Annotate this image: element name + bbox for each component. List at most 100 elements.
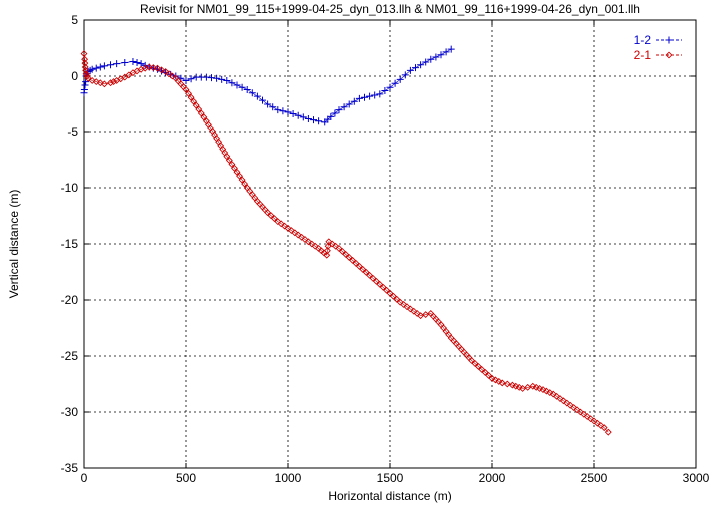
data-point xyxy=(264,209,272,217)
data-point xyxy=(218,75,226,83)
data-point xyxy=(566,401,574,409)
data-point xyxy=(185,89,192,97)
data-point xyxy=(182,86,190,93)
data-point xyxy=(583,413,591,420)
data-point xyxy=(447,45,455,53)
data-point xyxy=(539,386,547,394)
data-point xyxy=(279,107,287,115)
data-point xyxy=(100,62,108,70)
data-point xyxy=(508,381,516,389)
data-point xyxy=(228,161,236,168)
data-point xyxy=(81,55,89,63)
data-point xyxy=(187,75,195,83)
data-point xyxy=(600,424,608,432)
data-point xyxy=(389,292,397,300)
data-point xyxy=(328,240,336,248)
data-point xyxy=(573,406,581,414)
data-point xyxy=(442,48,450,56)
data-point xyxy=(481,368,489,376)
y-tick-label: -10 xyxy=(61,181,79,195)
data-point xyxy=(529,382,537,390)
data-point xyxy=(233,81,241,89)
data-point xyxy=(327,112,335,120)
data-point xyxy=(187,93,195,101)
data-point xyxy=(417,61,425,69)
data-point xyxy=(113,60,121,68)
data-point xyxy=(82,66,90,74)
data-point xyxy=(376,90,384,98)
data-point xyxy=(315,117,323,125)
x-tick-label: 0 xyxy=(81,471,88,485)
data-point xyxy=(291,229,299,237)
data-point xyxy=(412,64,419,72)
legend: 1-22-1 xyxy=(634,33,682,62)
data-point xyxy=(223,153,231,161)
data-point xyxy=(253,92,261,100)
data-point xyxy=(498,379,506,387)
data-point xyxy=(563,399,571,407)
data-point xyxy=(342,251,350,258)
data-point xyxy=(149,64,157,72)
data-point xyxy=(391,79,399,87)
data-point xyxy=(474,363,482,370)
data-point xyxy=(129,57,137,65)
data-point xyxy=(121,73,129,81)
data-point xyxy=(241,180,249,188)
data-point xyxy=(267,212,275,220)
data-point xyxy=(478,366,486,373)
data-point xyxy=(371,91,379,99)
data-point xyxy=(350,97,358,105)
data-point xyxy=(532,383,540,391)
data-point xyxy=(96,79,104,87)
data-point xyxy=(81,81,89,89)
data-point xyxy=(228,79,236,87)
data-point xyxy=(536,385,544,392)
data-point xyxy=(298,233,306,241)
data-point xyxy=(361,93,368,101)
data-point xyxy=(332,242,340,250)
legend-label: 2-1 xyxy=(634,48,652,62)
data-point xyxy=(369,274,377,282)
x-tick-label: 3000 xyxy=(683,471,710,485)
data-point xyxy=(202,73,210,81)
data-point xyxy=(349,256,357,264)
data-point xyxy=(401,71,409,79)
data-point xyxy=(231,164,238,172)
data-point xyxy=(294,111,302,119)
data-point xyxy=(81,63,89,71)
data-point xyxy=(162,68,170,75)
data-point xyxy=(264,100,272,108)
legend-label: 1-2 xyxy=(634,33,652,47)
data-point xyxy=(437,51,445,59)
data-point xyxy=(366,271,374,279)
data-point xyxy=(83,72,91,80)
data-point xyxy=(294,231,302,239)
data-point xyxy=(208,74,215,82)
data-point xyxy=(485,371,493,379)
series-2-1 xyxy=(80,50,612,436)
data-point xyxy=(587,415,595,423)
data-point xyxy=(82,70,90,78)
y-tick-label: -35 xyxy=(61,461,79,475)
data-point xyxy=(277,220,285,228)
data-point xyxy=(471,360,479,367)
data-point xyxy=(340,103,348,111)
data-point xyxy=(81,59,89,67)
data-point xyxy=(400,301,408,308)
gridlines xyxy=(84,20,696,468)
data-point xyxy=(324,242,332,250)
data-point xyxy=(88,77,96,84)
data-point xyxy=(311,242,319,250)
data-point xyxy=(324,247,331,255)
data-point xyxy=(274,106,282,114)
data-point xyxy=(323,251,331,259)
data-point xyxy=(366,92,374,100)
data-point xyxy=(145,63,153,71)
data-point xyxy=(372,277,380,285)
data-point xyxy=(107,79,114,87)
y-tick-label: -5 xyxy=(67,125,78,139)
x-tick-label: 2500 xyxy=(581,471,608,485)
data-point xyxy=(238,83,246,91)
data-point xyxy=(195,105,203,113)
data-point xyxy=(223,76,231,84)
